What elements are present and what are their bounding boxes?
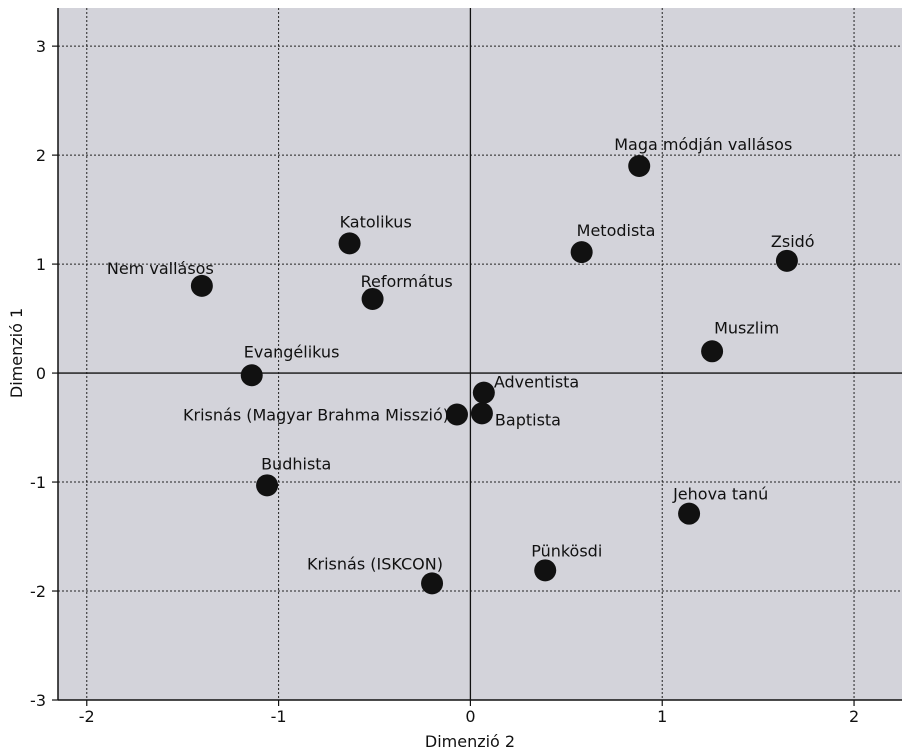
data-point-label: Nem vallásos bbox=[107, 259, 214, 278]
y-tick-label: -1 bbox=[30, 473, 46, 492]
data-points: Maga módján vallásos Katolikus Metodista Zs… bbox=[107, 135, 815, 595]
data-point-label: Katolikus bbox=[340, 212, 412, 231]
y-tick-label: -3 bbox=[30, 691, 46, 710]
y-tick-label: 2 bbox=[36, 146, 46, 165]
y-tick-label: 0 bbox=[36, 364, 46, 383]
x-tick-label: -2 bbox=[79, 707, 95, 726]
data-point-label: Adventista bbox=[494, 373, 579, 392]
data-point-label: Budhista bbox=[261, 454, 331, 473]
data-point bbox=[678, 502, 701, 525]
data-point bbox=[338, 232, 361, 255]
data-point bbox=[628, 155, 651, 178]
data-point-label: Muszlim bbox=[714, 318, 779, 337]
data-point bbox=[701, 340, 724, 363]
data-point bbox=[421, 572, 444, 595]
x-axis-title: Dimenzió 2 bbox=[425, 732, 515, 751]
zero-lines bbox=[58, 8, 902, 700]
data-point bbox=[570, 241, 593, 264]
x-tick-label: 2 bbox=[849, 707, 859, 726]
data-point-label: Jehova tanú bbox=[672, 485, 768, 504]
data-point-label: Zsidó bbox=[771, 232, 815, 251]
x-tick-label: 0 bbox=[465, 707, 475, 726]
data-point-label: Pünkösdi bbox=[531, 541, 602, 560]
x-tick-label: -1 bbox=[271, 707, 287, 726]
data-point-label: Baptista bbox=[495, 410, 561, 429]
y-tick-label: 1 bbox=[36, 255, 46, 274]
data-point bbox=[190, 274, 213, 297]
data-point bbox=[775, 249, 798, 272]
data-point bbox=[472, 381, 495, 404]
data-point bbox=[470, 402, 493, 425]
grid-lines bbox=[58, 8, 902, 700]
data-point bbox=[240, 364, 263, 387]
y-axis-title: Dimenzió 1 bbox=[7, 308, 26, 398]
axis-ticks: -2 -1 0 1 2 -3 -2 -1 0 1 2 3 bbox=[30, 37, 859, 726]
data-point-label: Maga módján vallásos bbox=[614, 135, 792, 154]
data-point-label: Református bbox=[361, 272, 453, 291]
plot-background bbox=[58, 8, 902, 700]
data-point bbox=[361, 287, 384, 310]
data-point-label: Krisnás (Magyar Brahma Misszió) bbox=[183, 405, 449, 424]
data-point bbox=[534, 559, 557, 582]
y-tick-label: 3 bbox=[36, 37, 46, 56]
data-point-label: Krisnás (ISKCON) bbox=[307, 554, 443, 573]
data-point-label: Evangélikus bbox=[244, 342, 340, 361]
data-point bbox=[256, 474, 279, 497]
x-tick-label: 1 bbox=[657, 707, 667, 726]
y-tick-label: -2 bbox=[30, 582, 46, 601]
data-point-label: Metodista bbox=[577, 221, 656, 240]
data-point bbox=[445, 403, 468, 426]
